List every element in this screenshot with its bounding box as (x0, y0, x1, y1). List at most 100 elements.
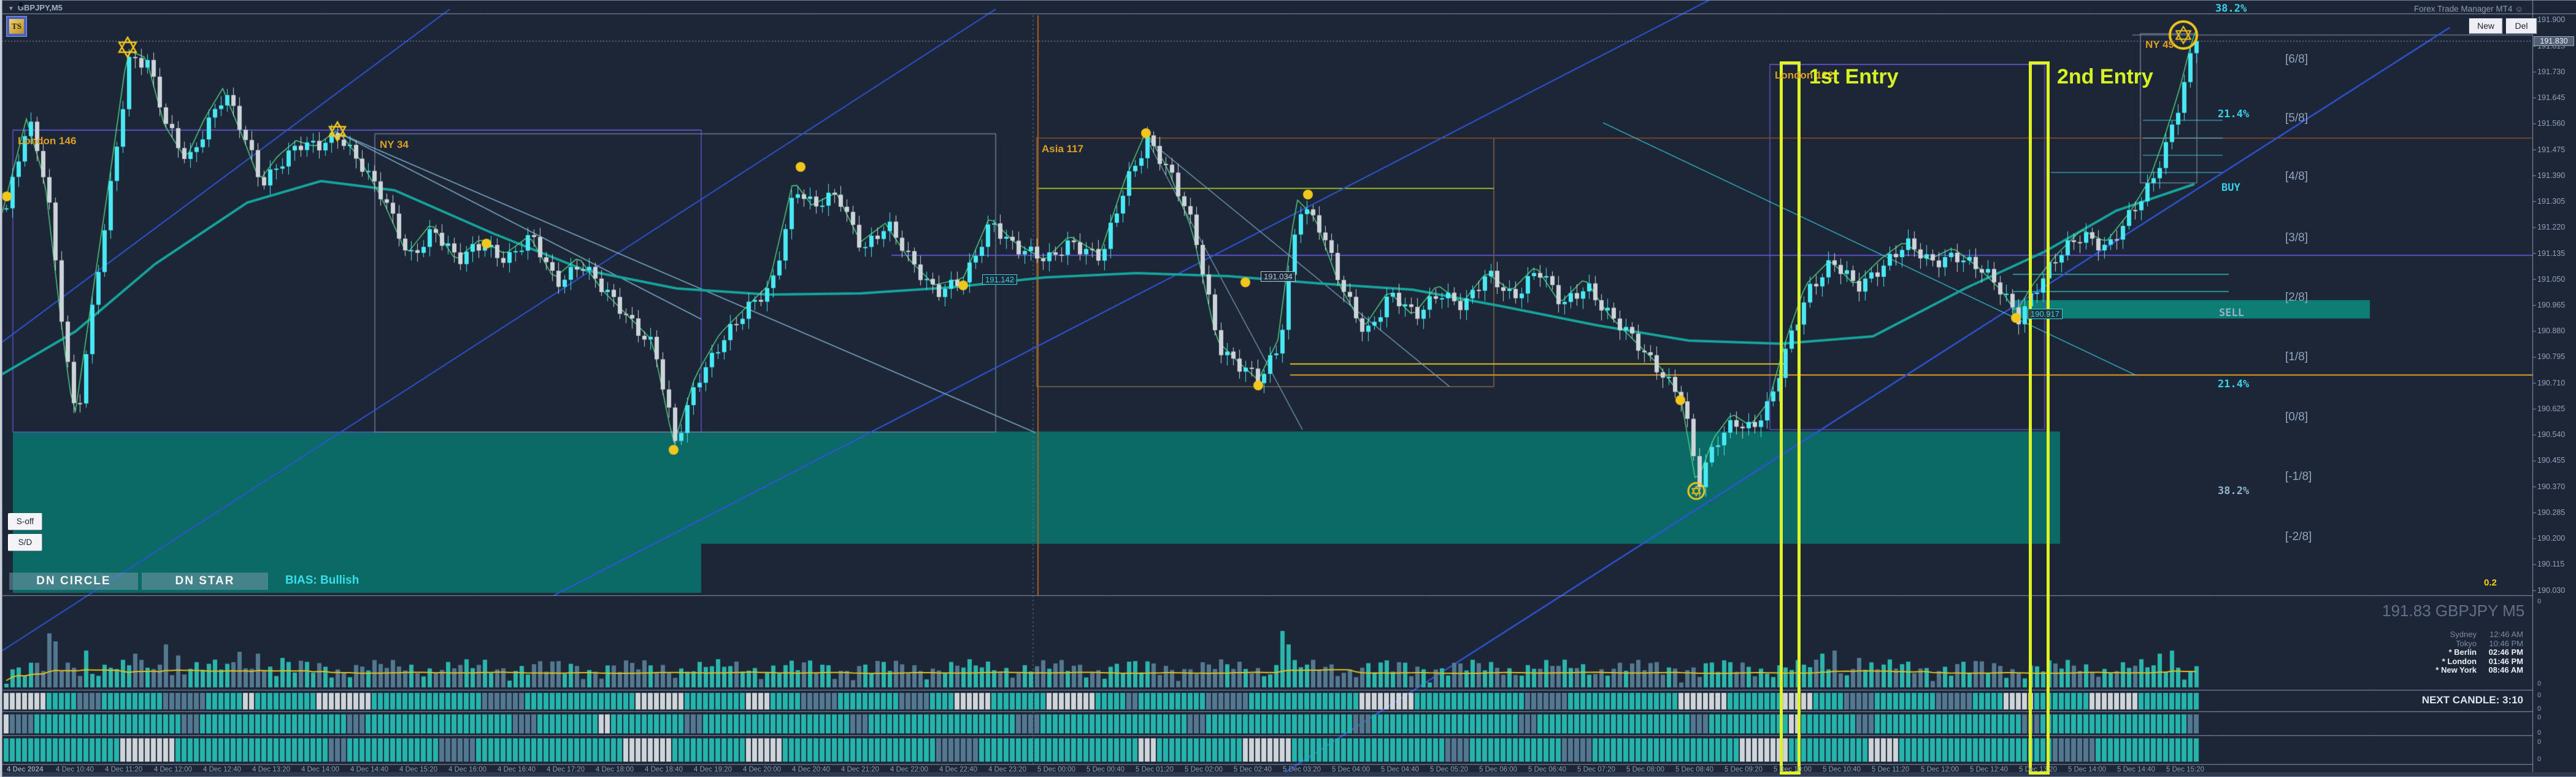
new-order-button[interactable]: New (2469, 18, 2502, 34)
timeline-label: 5 Dec 13:20 (2019, 766, 2058, 773)
price-axis-tick: 191.390 (2537, 171, 2566, 180)
session-box-label: Asia 117 (1042, 143, 1084, 155)
fib-percent-label: 38.2% (2215, 2, 2247, 15)
price-axis-tick: 190.200 (2537, 534, 2566, 543)
subwindow-zero-label: 0 (2537, 738, 2542, 746)
price-axis-tick: 191.645 (2537, 93, 2566, 102)
sell-label: SELL (2219, 307, 2244, 319)
session-clock-name: * Berlin (2448, 648, 2477, 657)
session-box-label: NY 49 (2145, 39, 2174, 50)
timeline-label: 5 Dec 04:40 (1381, 766, 1420, 773)
timeline-label: 4 Dec 2024 (7, 766, 44, 773)
session-clock-row: * Berlin 02:46 PM (2397, 648, 2523, 657)
ts-indicator-button[interactable]: TS (6, 16, 27, 37)
session-clock-name: * London (2442, 656, 2477, 666)
timeline-label: 4 Dec 23:20 (988, 766, 1027, 773)
current-price-tag: 191.830 (2534, 36, 2574, 47)
murrey-level-label: [6/8] (2285, 53, 2308, 66)
subwindow-zero-label: 0 (2537, 692, 2542, 699)
timeline-label: 5 Dec 14:40 (2117, 766, 2156, 773)
bias-label: BIAS: Bullish (285, 574, 359, 587)
timeline-label: 5 Dec 04:00 (1332, 766, 1371, 773)
timeline-label: 4 Dec 21:20 (841, 766, 880, 773)
murrey-level-label: [3/8] (2285, 231, 2308, 244)
murrey-level-label: [5/8] (2285, 112, 2308, 125)
timeline-label: 5 Dec 02:40 (1234, 766, 1272, 773)
murrey-level-label: [2/8] (2285, 291, 2308, 304)
price-axis-tick: 191.475 (2537, 145, 2566, 154)
smiley-icon: ☺ (2515, 4, 2523, 14)
timeline-label: 4 Dec 12:00 (154, 766, 193, 773)
price-axis-tick: 190.540 (2537, 430, 2566, 439)
timeline-label: 4 Dec 19:20 (694, 766, 732, 773)
session-clock-row: Sydney 12:46 AM (2397, 630, 2523, 639)
fib-percent-label: 21.4% (2218, 108, 2250, 120)
price-axis-tick: 190.880 (2537, 327, 2566, 336)
fib-percent-label: 38.2% (2218, 485, 2250, 497)
symbol-label: GBPJPY,M5 (17, 3, 63, 12)
timeline-label: 5 Dec 08:40 (1675, 766, 1714, 773)
price-axis-tick: 191.560 (2537, 119, 2566, 128)
chart-collapse-dot (19, 2, 23, 6)
symbol-selector[interactable]: ▼ GBPJPY,M5 (8, 3, 63, 12)
timeline-label: 5 Dec 14:00 (2068, 766, 2107, 773)
session-clock-time: 10:46 PM (2489, 638, 2523, 648)
session-clock-row: * New York 08:46 AM (2397, 665, 2523, 675)
session-clock-name: * New York (2436, 665, 2477, 675)
price-axis-tick: 191.730 (2537, 67, 2566, 76)
first-entry-label: 1st Entry (1809, 65, 1899, 88)
chart-watermark: 191.83 GBPJPY M5 (2382, 601, 2525, 620)
first-entry-zone (1780, 61, 1801, 775)
price-axis-tick: 190.710 (2537, 378, 2566, 387)
second-entry-label: 2nd Entry (2057, 65, 2153, 88)
murrey-level-label: [1/8] (2285, 350, 2308, 363)
timeline-label: 4 Dec 16:00 (448, 766, 487, 773)
subwindow-zero-label: 0 (2537, 598, 2542, 605)
price-axis-tick: 190.455 (2537, 456, 2566, 465)
timeline-label: 5 Dec 05:20 (1430, 766, 1469, 773)
price-tag-label: 190.917 (2028, 309, 2063, 319)
timeline-label: 5 Dec 07:20 (1577, 766, 1616, 773)
s-d-button[interactable]: S/D (8, 534, 42, 551)
murrey-level-label: [4/8] (2285, 170, 2308, 183)
session-clock-time: 02:46 PM (2488, 648, 2523, 657)
s-off-button[interactable]: S-off (8, 513, 42, 530)
ts-icon: TS (9, 19, 24, 34)
session-clock-time: 12:46 AM (2489, 630, 2523, 639)
timeline-label: 5 Dec 06:00 (1479, 766, 1518, 773)
timeline-label: 5 Dec 00:40 (1086, 766, 1125, 773)
price-axis-tick: 191.220 (2537, 223, 2566, 232)
chevron-down-icon: ▼ (8, 6, 14, 12)
timeline-label: 4 Dec 22:40 (939, 766, 978, 773)
dn-circle-button[interactable]: DN CIRCLE (9, 573, 138, 590)
price-axis-tick: 191.050 (2537, 274, 2566, 284)
timeline-label: 4 Dec 12:40 (203, 766, 242, 773)
timeline-label: 4 Dec 13:20 (252, 766, 291, 773)
timeline-label: 5 Dec 12:40 (1970, 766, 2009, 773)
subwindow-zero-label: 0 (2537, 680, 2542, 687)
timeline-label: 4 Dec 14:40 (350, 766, 389, 773)
second-entry-zone (2029, 61, 2050, 775)
price-axis-tick: 190.115 (2537, 560, 2565, 569)
session-clock-row: Tokyo 10:46 PM (2397, 639, 2523, 648)
price-axis-tick: 190.370 (2537, 482, 2566, 491)
timeline-label: 4 Dec 11:20 (105, 766, 143, 773)
price-axis-tick: 190.030 (2537, 586, 2566, 595)
delete-order-button[interactable]: Del (2506, 18, 2537, 34)
timeline-label: 5 Dec 03:20 (1283, 766, 1321, 773)
timeline-label: 5 Dec 10:00 (1774, 766, 1812, 773)
timeline-label: 5 Dec 00:00 (1037, 766, 1076, 773)
price-axis-tick: 191.305 (2537, 197, 2566, 206)
session-clock-time: 08:46 AM (2488, 665, 2523, 675)
timeline-label: 5 Dec 10:40 (1823, 766, 1861, 773)
trade-manager-title: Forex Trade Manager MT4 ☺ (2413, 4, 2523, 14)
murrey-level-label: [-1/8] (2285, 470, 2312, 483)
timeline-label: 4 Dec 22:00 (890, 766, 929, 773)
timeline-label: 4 Dec 10:40 (56, 766, 94, 773)
dn-star-button[interactable]: DN STAR (142, 573, 268, 590)
price-tag-label: 191.142 (982, 274, 1017, 285)
timeline-label: 4 Dec 15:20 (399, 766, 438, 773)
price-axis-tick: 191.900 (2537, 15, 2566, 25)
timeline-label: 4 Dec 20:40 (792, 766, 831, 773)
